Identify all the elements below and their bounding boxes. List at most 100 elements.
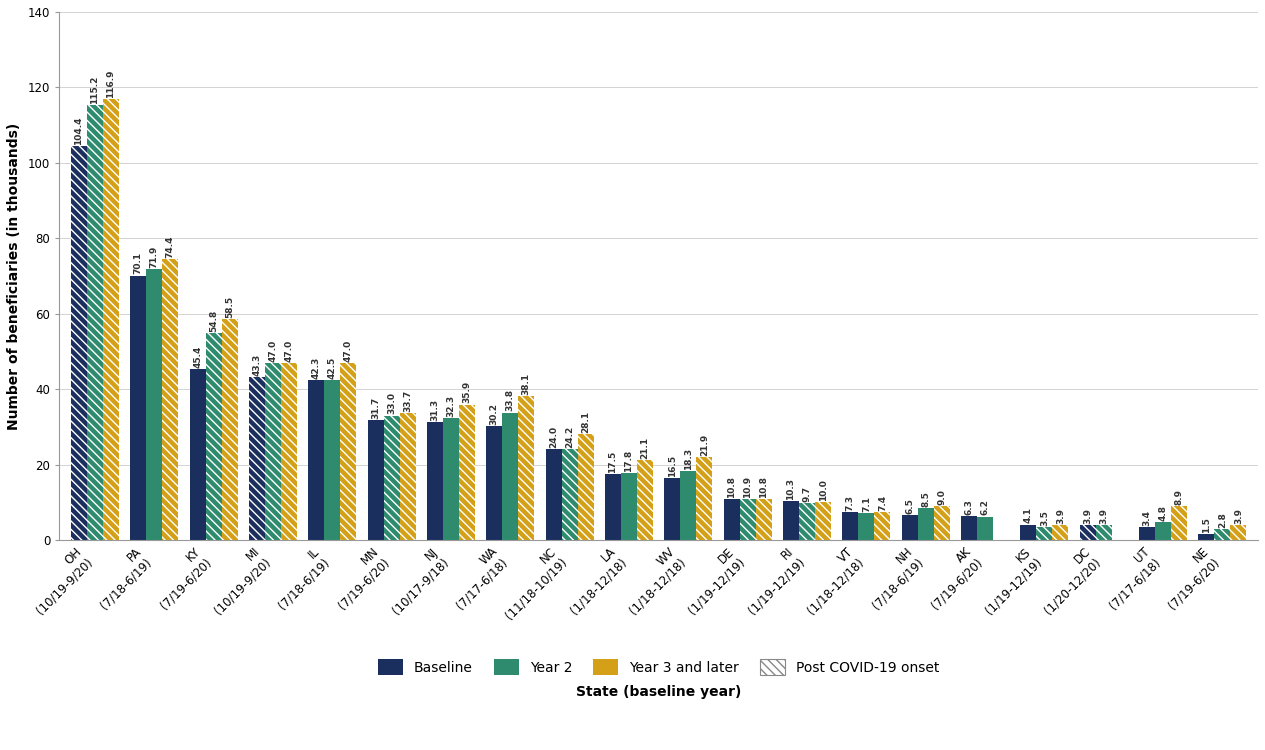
- Bar: [664, 478, 681, 540]
- Bar: [519, 396, 534, 540]
- X-axis label: State (baseline year): State (baseline year): [576, 685, 741, 699]
- Bar: [696, 458, 712, 540]
- Bar: [426, 422, 443, 540]
- Text: 33.8: 33.8: [506, 389, 515, 412]
- Bar: [961, 516, 977, 540]
- Text: 28.1: 28.1: [581, 411, 591, 433]
- Bar: [1095, 525, 1112, 540]
- Bar: [190, 369, 206, 540]
- Bar: [740, 499, 755, 540]
- Bar: [1198, 534, 1214, 540]
- Text: 58.5: 58.5: [225, 296, 234, 318]
- Text: 24.0: 24.0: [549, 426, 558, 448]
- Bar: [1171, 506, 1187, 540]
- Bar: [1214, 530, 1231, 540]
- Text: 31.7: 31.7: [371, 397, 380, 419]
- Bar: [917, 508, 934, 540]
- Bar: [1138, 527, 1155, 540]
- Bar: [162, 260, 178, 540]
- Bar: [1021, 524, 1036, 540]
- Bar: [874, 512, 891, 540]
- Text: 70.1: 70.1: [134, 252, 143, 274]
- Text: 47.0: 47.0: [285, 339, 293, 362]
- Bar: [309, 380, 324, 540]
- Text: 4.1: 4.1: [1023, 508, 1034, 524]
- Text: 33.0: 33.0: [387, 392, 396, 415]
- Text: 3.5: 3.5: [1040, 510, 1049, 526]
- Bar: [249, 376, 264, 540]
- Bar: [578, 434, 593, 540]
- Text: 17.5: 17.5: [608, 451, 617, 472]
- Bar: [206, 333, 221, 540]
- Bar: [638, 460, 653, 540]
- Bar: [519, 396, 534, 540]
- Bar: [562, 448, 578, 540]
- Bar: [1036, 526, 1052, 540]
- Bar: [162, 260, 178, 540]
- Bar: [71, 146, 87, 540]
- Bar: [340, 363, 357, 540]
- Bar: [934, 506, 950, 540]
- Text: 3.4: 3.4: [1142, 510, 1151, 526]
- Bar: [221, 320, 238, 540]
- Text: 35.9: 35.9: [463, 381, 472, 404]
- Bar: [87, 106, 102, 540]
- Bar: [621, 472, 638, 540]
- Bar: [400, 413, 416, 540]
- Bar: [1036, 526, 1052, 540]
- Bar: [562, 448, 578, 540]
- Bar: [368, 421, 383, 540]
- Bar: [1231, 525, 1246, 540]
- Bar: [486, 426, 502, 540]
- Bar: [130, 275, 147, 540]
- Text: 4.8: 4.8: [1159, 505, 1168, 520]
- Text: 21.9: 21.9: [700, 434, 708, 456]
- Text: 9.0: 9.0: [937, 489, 946, 505]
- Bar: [783, 501, 799, 540]
- Bar: [681, 471, 696, 540]
- Text: 115.2: 115.2: [90, 76, 100, 104]
- Bar: [799, 503, 815, 540]
- Bar: [874, 512, 891, 540]
- Bar: [87, 106, 102, 540]
- Bar: [102, 99, 119, 540]
- Bar: [340, 363, 357, 540]
- Bar: [902, 515, 917, 540]
- Text: 43.3: 43.3: [253, 353, 262, 376]
- Text: 42.3: 42.3: [311, 357, 321, 380]
- Bar: [264, 363, 281, 540]
- Text: 7.3: 7.3: [846, 495, 855, 512]
- Bar: [1052, 525, 1069, 540]
- Bar: [281, 363, 297, 540]
- Bar: [755, 500, 772, 540]
- Bar: [740, 499, 755, 540]
- Bar: [724, 500, 740, 540]
- Text: 116.9: 116.9: [106, 70, 115, 98]
- Text: 10.8: 10.8: [727, 476, 736, 498]
- Bar: [605, 474, 621, 540]
- Y-axis label: Number of beneficiaries (in thousands): Number of beneficiaries (in thousands): [6, 122, 22, 430]
- Bar: [842, 512, 859, 540]
- Bar: [815, 503, 831, 540]
- Text: 10.3: 10.3: [787, 478, 796, 500]
- Bar: [264, 363, 281, 540]
- Text: 32.3: 32.3: [447, 395, 455, 417]
- Bar: [459, 404, 474, 540]
- Text: 7.1: 7.1: [861, 496, 870, 512]
- Text: 3.9: 3.9: [1056, 509, 1065, 524]
- Text: 8.9: 8.9: [1175, 489, 1184, 506]
- Text: 10.8: 10.8: [759, 476, 768, 498]
- Text: 45.4: 45.4: [194, 345, 202, 368]
- Text: 31.3: 31.3: [430, 399, 439, 421]
- Text: 54.8: 54.8: [209, 310, 218, 332]
- Bar: [1080, 525, 1095, 540]
- Bar: [324, 380, 340, 540]
- Bar: [400, 413, 416, 540]
- Text: 42.5: 42.5: [328, 356, 336, 379]
- Text: 21.1: 21.1: [640, 437, 649, 459]
- Bar: [799, 503, 815, 540]
- Bar: [815, 503, 831, 540]
- Bar: [102, 99, 119, 540]
- Text: 6.2: 6.2: [980, 500, 989, 515]
- Text: 38.1: 38.1: [522, 373, 531, 395]
